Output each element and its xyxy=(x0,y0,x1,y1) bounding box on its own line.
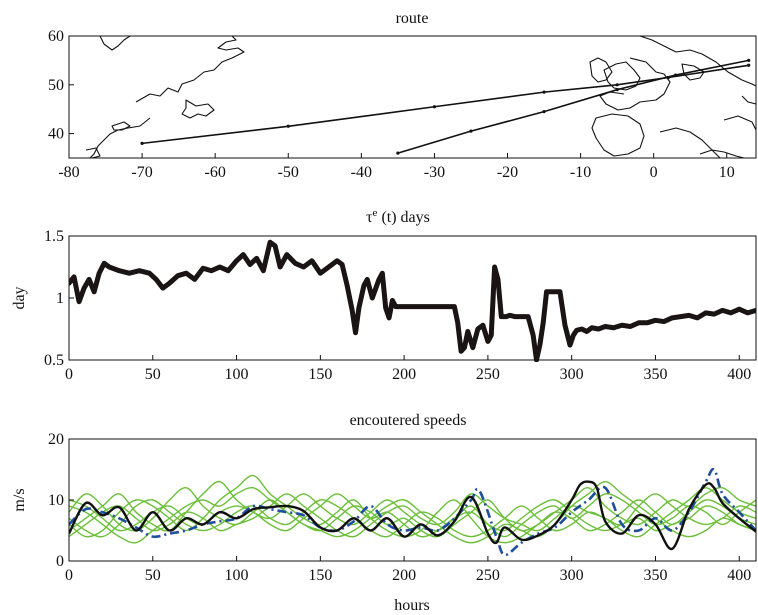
coastline xyxy=(111,121,131,131)
coastline xyxy=(99,36,131,51)
speed-x-tick-label: 400 xyxy=(727,567,751,584)
coastline xyxy=(89,117,151,158)
speed-green-line-5 xyxy=(69,474,756,544)
speed-x-ticks: 0 50 100 150 200 250 300 350 400 xyxy=(65,556,751,584)
route-x-tick-label: -80 xyxy=(58,164,79,181)
coastline xyxy=(699,149,745,158)
tau-x-tick-label: 400 xyxy=(727,366,751,383)
route-y-ticks: 40 50 60 xyxy=(48,28,74,143)
coastline xyxy=(659,127,721,158)
speed-axes-frame xyxy=(68,438,757,562)
route-point xyxy=(747,63,751,67)
tau-series xyxy=(69,239,756,362)
speed-black-line xyxy=(69,480,756,551)
route-x-tick-label: -60 xyxy=(205,164,226,181)
speed-x-tick-label: 0 xyxy=(65,567,73,584)
coastline xyxy=(135,36,245,103)
tau-y-tick-label: 0.5 xyxy=(44,352,64,369)
tau-x-tick-label: 350 xyxy=(643,366,667,383)
coastline xyxy=(85,147,101,158)
route-point xyxy=(469,129,473,133)
tau-axes-frame xyxy=(68,235,757,361)
tau-title-rest: (t) days xyxy=(377,209,429,226)
tau-x-tick-label: 150 xyxy=(308,366,332,383)
tau-y-label: day xyxy=(11,286,28,309)
route-point xyxy=(432,105,437,109)
route-line-1 xyxy=(141,64,749,145)
route-point xyxy=(615,88,619,92)
coastline xyxy=(723,115,756,131)
tau-x-tick-label: 200 xyxy=(392,366,416,383)
speed-panel: encoutered speeds 0 50 100 150 200 250 300 350 4… xyxy=(11,412,757,614)
route-y-tick-label: 60 xyxy=(48,28,64,45)
speed-x-tick-label: 100 xyxy=(225,567,249,584)
tau-x-tick-label: 100 xyxy=(225,366,249,383)
tau-y-tick-label: 1.5 xyxy=(44,228,64,245)
speed-title: encoutered speeds xyxy=(350,412,467,429)
speed-y-ticks: 0 10 20 xyxy=(48,431,74,570)
speed-x-tick-label: 350 xyxy=(643,567,667,584)
route-x-tick-label: 0 xyxy=(650,164,658,181)
route-x-tick-label: -70 xyxy=(131,164,152,181)
route-point xyxy=(747,58,751,63)
tau-panel: τe (t) days 0 50 100 150 200 250 300 350 400 0.5… xyxy=(11,207,757,383)
route-x-tick-label: 10 xyxy=(719,164,735,181)
route-point xyxy=(542,110,546,114)
route-axes-frame xyxy=(68,35,757,159)
route-point xyxy=(674,73,678,77)
speed-x-tick-label: 150 xyxy=(308,567,332,584)
route-x-tick-label: -30 xyxy=(424,164,445,181)
tau-y-ticks: 0.5 1 1.5 xyxy=(44,228,74,369)
speed-y-tick-label: 20 xyxy=(48,431,64,448)
tau-title: τe (t) days xyxy=(366,207,430,226)
speed-green-line-1 xyxy=(69,486,756,538)
speed-x-tick-label: 250 xyxy=(476,567,500,584)
coastline xyxy=(591,113,645,157)
speed-green-line-6 xyxy=(69,487,756,538)
tau-x-tick-label: 250 xyxy=(476,366,500,383)
tau-x-tick-label: 50 xyxy=(145,366,161,383)
speed-y-tick-label: 10 xyxy=(48,492,64,509)
route-y-tick-label: 50 xyxy=(48,77,64,94)
coastline xyxy=(741,95,756,105)
route-point xyxy=(140,141,144,145)
route-title: route xyxy=(396,10,429,27)
speed-x-tick-label: 50 xyxy=(145,567,161,584)
speed-series xyxy=(69,467,756,557)
route-point xyxy=(542,90,546,94)
route-panel: route -80 -70 -60 -50 -40 -30 -20 -10 0 10 40 50 60 xyxy=(48,10,757,181)
speed-x-label: hours xyxy=(394,597,430,614)
route-point xyxy=(615,83,619,87)
route-y-tick-label: 40 xyxy=(48,126,64,143)
speed-x-tick-label: 300 xyxy=(560,567,584,584)
route-x-tick-label: -10 xyxy=(570,164,591,181)
speed-green-line-4 xyxy=(69,480,756,544)
route-point xyxy=(396,151,400,155)
coastline-map xyxy=(85,36,756,158)
tau-x-tick-label: 300 xyxy=(560,366,584,383)
route-x-tick-label: -20 xyxy=(497,164,518,181)
route-x-tick-label: -50 xyxy=(278,164,299,181)
route-point xyxy=(286,124,290,128)
route-x-ticks: -80 -70 -60 -50 -40 -30 -20 -10 0 10 xyxy=(58,153,735,181)
route-lines xyxy=(140,58,751,155)
speed-y-label: m/s xyxy=(11,488,28,511)
tau-title-sup: e xyxy=(373,207,378,219)
tau-x-ticks: 0 50 100 150 200 250 300 350 400 xyxy=(65,355,751,383)
route-line-2 xyxy=(397,59,749,154)
coastline xyxy=(639,36,756,87)
speed-x-tick-label: 200 xyxy=(392,567,416,584)
speed-green-line-2 xyxy=(69,480,756,538)
route-x-tick-label: -40 xyxy=(351,164,372,181)
coastline xyxy=(181,99,215,119)
coastline xyxy=(599,57,671,111)
speed-y-tick-label: 0 xyxy=(56,553,64,570)
coastline xyxy=(589,57,613,83)
tau-y-tick-label: 1 xyxy=(56,290,64,307)
tau-line xyxy=(69,239,756,362)
tau-x-tick-label: 0 xyxy=(65,366,73,383)
tau-title-base: τ xyxy=(366,209,373,226)
speed-green-line-3 xyxy=(69,493,756,538)
